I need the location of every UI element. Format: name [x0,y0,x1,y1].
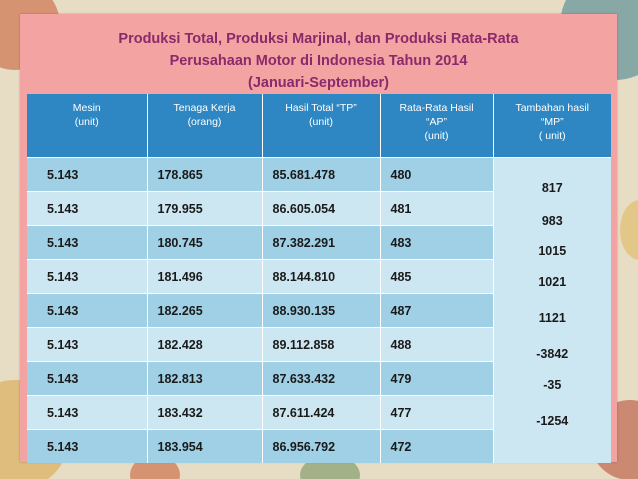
cell-mesin: 5.143 [27,259,148,294]
mp-value: 983 [541,214,563,228]
table-row: 5.143 180.745 87.382.291 483 [27,225,611,260]
header-text: Tambahan hasil [515,102,590,114]
title-line-3: (Januari-September) [247,75,389,91]
table-row: 5.143 183.432 87.611.424 477 [27,395,611,430]
cell-mesin: 5.143 [27,293,148,328]
cell-tenaga-kerja: 182.813 [147,361,263,396]
cell-mesin: 5.143 [27,157,148,192]
cell-rata-rata: 487 [380,293,494,328]
cell-tenaga-kerja: 179.955 [147,191,263,226]
cell-tenaga-kerja: 182.265 [147,293,263,328]
table-row: 5.143 181.496 88.144.810 485 [27,259,611,294]
cell-mesin: 5.143 [27,361,148,396]
cell-tenaga-kerja: 178.865 [147,157,263,192]
header-tenaga-kerja: Tenaga Kerja (orang) [147,94,263,158]
production-table: Mesin (unit) Tenaga Kerja (orang) Hasil … [27,94,611,463]
mp-value: 1121 [538,311,566,325]
cell-tenaga-kerja: 183.432 [147,395,263,430]
slide-panel: Produksi Total, Produksi Marjinal, dan P… [20,14,617,463]
header-text: Hasil Total “TP” [285,102,357,114]
header-text: Mesin [72,102,101,114]
table-row: 5.143 183.954 86.956.792 472 [27,429,611,463]
mp-value: -35 [543,378,562,392]
table-row: 5.143 178.865 85.681.478 480 817 983 101… [27,157,611,463]
header-hasil-total: Hasil Total “TP” (unit) [262,94,381,158]
header-text: “AP” [426,116,447,128]
slide-title: Produksi Total, Produksi Marjinal, dan P… [20,28,617,94]
title-line-2: Perusahaan Motor di Indonesia Tahun 2014 [169,53,468,69]
cell-hasil-total: 87.633.432 [262,361,381,396]
table-row: 5.143 179.955 86.605.054 481 [27,191,611,226]
cell-hasil-total: 85.681.478 [262,157,381,192]
title-line-1: Produksi Total, Produksi Marjinal, dan P… [118,31,519,47]
cell-rata-rata: 481 [380,191,494,226]
cell-hasil-total: 87.382.291 [262,225,381,260]
cell-rata-rata: 477 [380,395,494,430]
mp-value: -3842 [536,347,569,361]
header-text: ( unit) [538,130,566,142]
cell-hasil-total: 87.611.424 [262,395,381,430]
cell-mesin: 5.143 [27,327,148,362]
header-mesin: Mesin (unit) [27,94,148,158]
table-row: 5.143 182.428 89.112.858 488 [27,327,611,362]
header-text: (orang) [187,116,222,128]
cell-mesin: 5.143 [27,429,148,463]
cell-rata-rata: 479 [380,361,494,396]
mp-value: 817 [541,181,563,195]
cell-hasil-total: 86.956.792 [262,429,381,463]
cell-hasil-total: 88.930.135 [262,293,381,328]
cell-rata-rata: 472 [380,429,494,463]
mp-value: -1254 [536,414,569,428]
mp-column: 817 983 1015 1021 1121 -3842 -35 -1254 [493,157,611,463]
cell-tenaga-kerja: 180.745 [147,225,263,260]
header-text: (unit) [424,130,449,142]
header-text: “MP” [540,116,564,128]
header-text: Rata-Rata Hasil [399,102,474,114]
header-rata-rata: Rata-Rata Hasil “AP” (unit) [380,94,494,158]
cell-mesin: 5.143 [27,191,148,226]
cell-tenaga-kerja: 182.428 [147,327,263,362]
cell-rata-rata: 488 [380,327,494,362]
header-text: (unit) [309,116,333,128]
header-text: (unit) [74,116,99,128]
header-tambahan-hasil: Tambahan hasil “MP” ( unit) [493,94,611,158]
cell-rata-rata: 480 [380,157,494,192]
header-text: Tenaga Kerja [173,102,236,114]
mp-value: 1021 [538,275,567,289]
cell-rata-rata: 483 [380,225,494,260]
cell-tenaga-kerja: 183.954 [147,429,263,463]
cell-mesin: 5.143 [27,225,148,260]
cell-mesin: 5.143 [27,395,148,430]
cell-hasil-total: 86.605.054 [262,191,381,226]
table-row: 5.143 182.813 87.633.432 479 [27,361,611,396]
table-row: 5.143 182.265 88.930.135 487 [27,293,611,328]
mp-value: 1015 [538,244,567,258]
cell-rata-rata: 485 [380,259,494,294]
cell-hasil-total: 88.144.810 [262,259,381,294]
cell-hasil-total: 89.112.858 [262,327,381,362]
table-header-row: Mesin (unit) Tenaga Kerja (orang) Hasil … [27,94,611,158]
cell-tenaga-kerja: 181.496 [147,259,263,294]
